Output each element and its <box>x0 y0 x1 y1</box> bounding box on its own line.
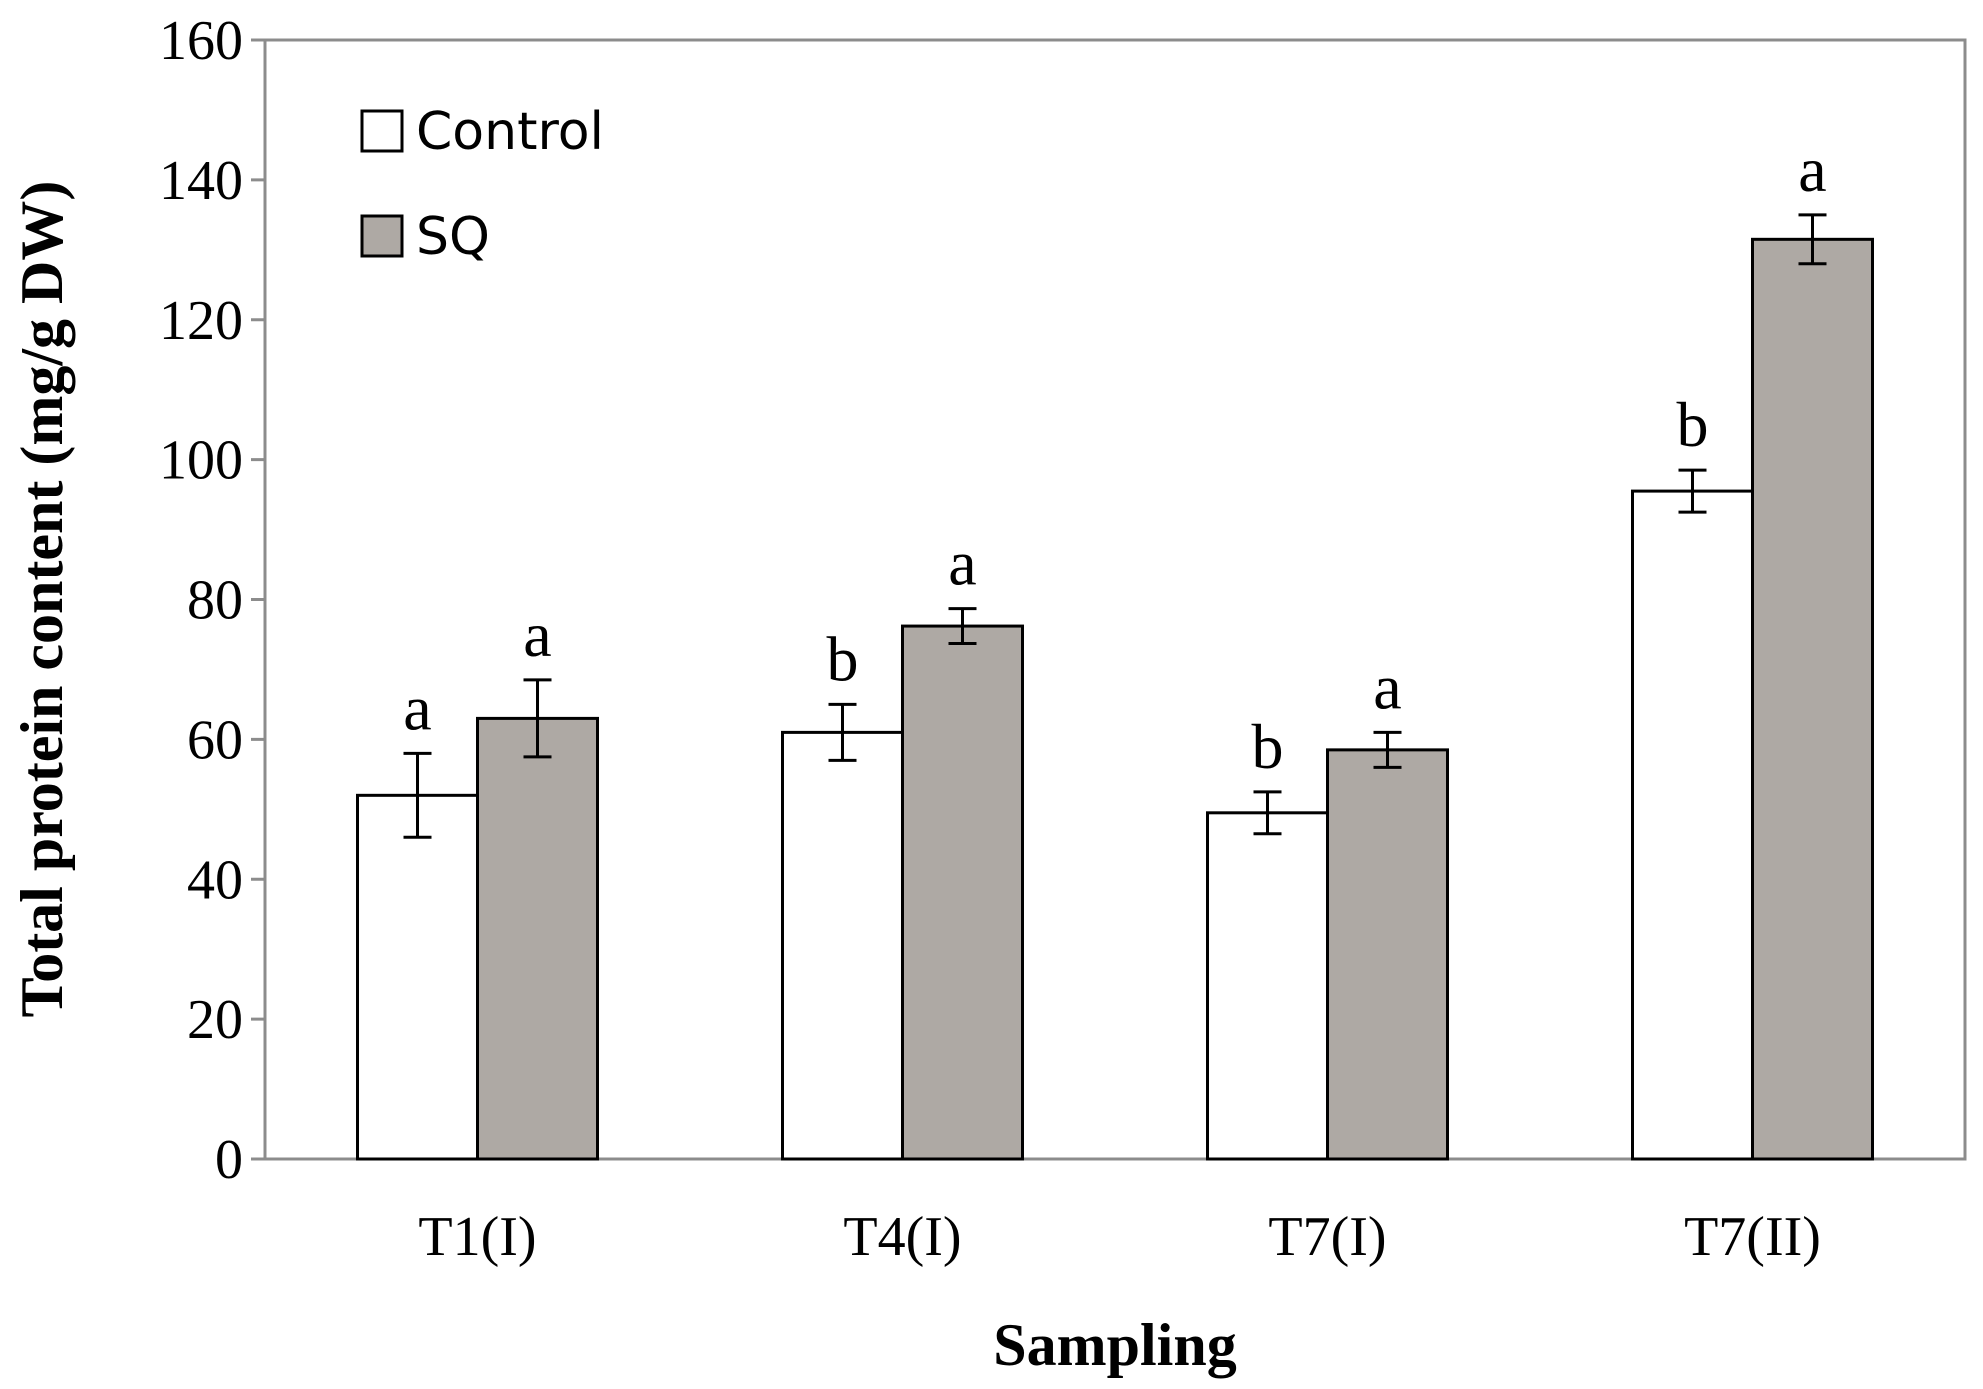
bar-sq <box>901 624 1024 1161</box>
legend-label-sq: SQ <box>416 207 490 267</box>
y-axis-label: Total protein content (mg/g DW) <box>9 181 75 1018</box>
x-axis-ticks: T1(I) T4(I) T7(I) T7(II) <box>418 1206 1820 1268</box>
x-tick-label: T7(II) <box>1684 1206 1821 1268</box>
error-bars <box>403 213 1827 839</box>
bar-control <box>781 730 904 1161</box>
significance-letter: a <box>948 528 976 599</box>
significance-letter: a <box>1798 134 1826 205</box>
y-tick-label: 140 <box>159 150 243 212</box>
x-tick-label: T4(I) <box>843 1206 961 1268</box>
bars <box>356 237 1874 1161</box>
bar-control <box>1206 811 1329 1161</box>
y-tick-label: 60 <box>187 709 243 771</box>
significance-letter: b <box>1252 711 1284 782</box>
x-axis-label: Sampling <box>993 1312 1236 1378</box>
x-tick-label: T1(I) <box>418 1206 536 1268</box>
bar-sq <box>1326 748 1449 1161</box>
y-tick-label: 100 <box>159 430 243 492</box>
bar-control <box>1631 489 1754 1161</box>
y-tick-label: 160 <box>159 10 243 72</box>
legend-swatch-control <box>360 109 404 153</box>
bar-control <box>356 793 479 1161</box>
y-tick-label: 120 <box>159 290 243 352</box>
significance-letters: a a b a b a b a <box>403 134 1826 782</box>
significance-letter: a <box>1373 651 1401 722</box>
y-tick-label: 40 <box>187 849 243 911</box>
significance-letter: a <box>403 672 431 743</box>
y-tick-label: 0 <box>215 1129 243 1191</box>
significance-letter: a <box>523 599 551 670</box>
significance-letter: b <box>1677 389 1709 460</box>
significance-letter: b <box>827 623 859 694</box>
y-tick-label: 20 <box>187 989 243 1051</box>
bar-sq <box>1751 237 1874 1161</box>
y-tick-label: 80 <box>187 570 243 632</box>
bar-sq <box>476 716 599 1161</box>
legend-label-control: Control <box>416 102 604 162</box>
legend-swatch-sq <box>360 214 404 258</box>
legend: Control SQ <box>360 102 604 267</box>
x-tick-label: T7(I) <box>1268 1206 1386 1268</box>
y-axis-ticks: 0 20 40 60 80 100 120 140 160 <box>159 10 265 1191</box>
